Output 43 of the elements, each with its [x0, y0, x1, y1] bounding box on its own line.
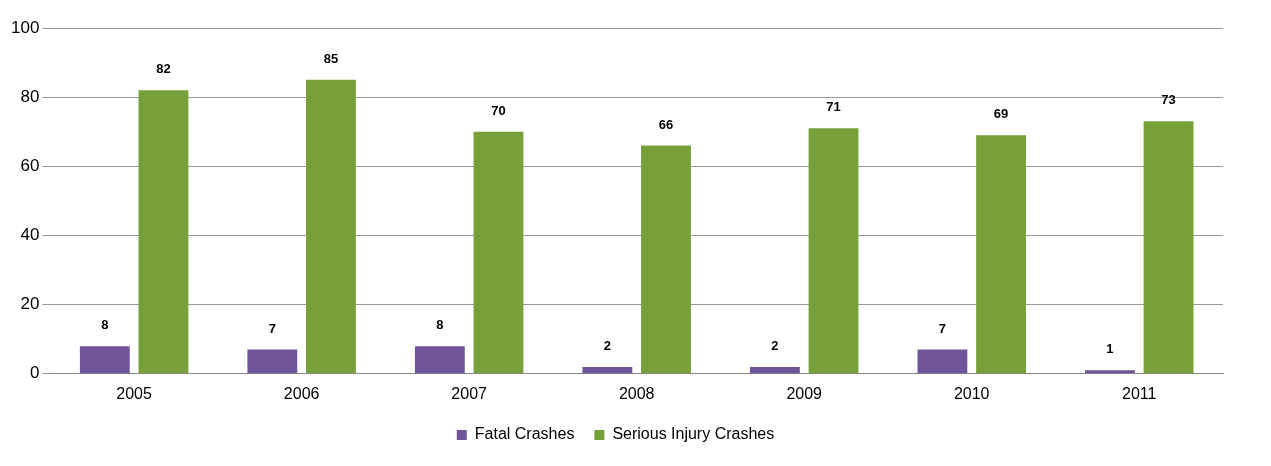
bar	[641, 145, 691, 374]
bar	[414, 346, 465, 374]
data-label: 2	[603, 337, 611, 353]
y-tick-label: 100	[10, 17, 40, 37]
bar	[582, 366, 633, 374]
data-label: 82	[156, 61, 171, 77]
data-label: 85	[323, 50, 339, 66]
data-label: 66	[658, 116, 674, 132]
bar	[306, 79, 356, 374]
data-label: 8	[101, 317, 109, 333]
bar	[808, 128, 859, 374]
y-tick-label: 40	[20, 225, 40, 245]
bar	[1085, 370, 1135, 374]
bar	[79, 346, 130, 374]
data-label: 2	[771, 337, 779, 353]
data-label: 69	[993, 106, 1009, 122]
bar	[247, 349, 298, 374]
x-tick-label: 2009	[786, 384, 823, 402]
data-label: 7	[268, 320, 276, 336]
y-tick-label: 0	[29, 363, 40, 383]
x-tick-label: 2010	[953, 384, 990, 402]
x-tick-label: 2007	[451, 384, 488, 402]
data-label: 8	[436, 317, 444, 333]
bar	[976, 135, 1026, 374]
y-tick-label: 60	[20, 156, 40, 176]
y-tick-label: 80	[20, 86, 40, 106]
data-label: 71	[826, 99, 841, 115]
x-tick-label: 2005	[116, 384, 153, 402]
x-tick-label: 2011	[1122, 384, 1157, 402]
bar	[1143, 121, 1194, 374]
bar	[917, 349, 968, 374]
y-tick-label: 20	[20, 294, 40, 314]
bar	[473, 131, 524, 374]
data-label: 1	[1106, 341, 1114, 357]
legend-label: Fatal Crashes	[474, 425, 575, 443]
data-label: 73	[1161, 92, 1176, 108]
x-tick-label: 2008	[618, 384, 655, 402]
legend-label: Serious Injury Crashes	[612, 425, 775, 443]
bar	[749, 366, 800, 374]
bar	[138, 90, 189, 374]
data-label: 7	[938, 320, 947, 336]
data-label: 70	[491, 102, 506, 118]
x-tick-label: 2006	[283, 384, 320, 402]
